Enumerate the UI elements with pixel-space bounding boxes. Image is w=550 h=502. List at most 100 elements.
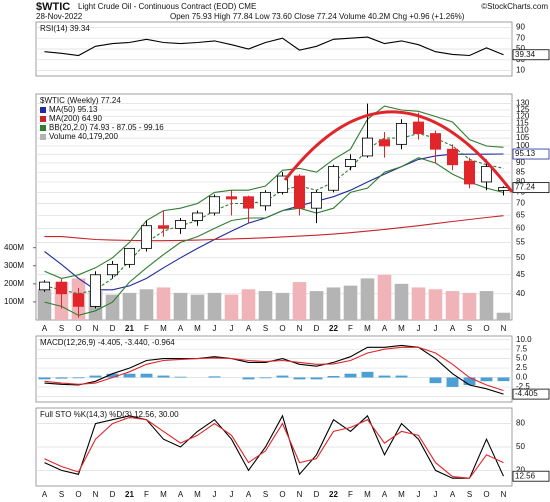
candle-body bbox=[344, 159, 356, 167]
histogram-bar bbox=[123, 373, 136, 378]
candle-body bbox=[39, 281, 51, 291]
x-tick-label: S bbox=[59, 490, 64, 499]
x-tick-label: A bbox=[178, 324, 184, 333]
legend-swatch bbox=[40, 116, 46, 122]
volume-bar bbox=[360, 278, 375, 320]
x-tick-label: J bbox=[417, 490, 421, 499]
volume-bar bbox=[156, 287, 171, 320]
y-tick-label: 50 bbox=[516, 442, 525, 451]
x-tick-label: M bbox=[194, 490, 201, 499]
volume-bar bbox=[105, 294, 120, 320]
last-value-box bbox=[512, 148, 550, 160]
volume-bar bbox=[309, 291, 324, 320]
last-value-box bbox=[512, 470, 550, 482]
y-tick-label: 90 bbox=[516, 158, 525, 167]
volume-bar bbox=[394, 283, 409, 320]
histogram-bar bbox=[89, 375, 102, 378]
y-tick-label: 115 bbox=[516, 119, 529, 128]
x-tick-label: N bbox=[297, 490, 303, 499]
histogram-bar bbox=[395, 375, 408, 378]
volume-bar bbox=[139, 289, 154, 320]
y-tick-label: 120 bbox=[516, 112, 530, 121]
y-tick-label: 50 bbox=[516, 44, 525, 53]
candle-body bbox=[412, 121, 424, 134]
x-tick-label: D bbox=[314, 490, 320, 499]
x-tick-label: A bbox=[382, 324, 388, 333]
x-tick-label: M bbox=[398, 324, 405, 333]
y-tick-label: 70 bbox=[516, 33, 525, 42]
y-tick-label: 130 bbox=[516, 99, 530, 108]
y-tick-label: 2.5 bbox=[516, 363, 528, 372]
histogram-bar bbox=[497, 377, 510, 382]
volume-bar bbox=[122, 292, 137, 320]
y-tick-label: 125 bbox=[516, 105, 530, 114]
y2-tick-label: 100M bbox=[4, 297, 24, 306]
y-tick-label: 65 bbox=[516, 211, 525, 220]
overlay-line bbox=[44, 105, 504, 279]
histogram-bar bbox=[106, 373, 119, 378]
y-tick-label: 0.0 bbox=[516, 373, 528, 382]
volume-bar bbox=[37, 289, 52, 320]
candle-body bbox=[157, 225, 169, 229]
y-tick-label: 80 bbox=[516, 177, 525, 186]
y-tick-label: 110 bbox=[516, 126, 529, 135]
volume-bar bbox=[207, 292, 222, 320]
x-tick-label: S bbox=[263, 324, 268, 333]
volume-bar bbox=[411, 287, 426, 320]
legend-swatch bbox=[40, 107, 46, 113]
volume-bar bbox=[496, 312, 511, 320]
x-tick-label: D bbox=[314, 324, 320, 333]
histogram-bar bbox=[38, 377, 51, 380]
volume-bar bbox=[462, 292, 477, 320]
x-tick-label: O bbox=[279, 324, 285, 333]
histogram-bar bbox=[310, 377, 323, 380]
x-tick-label: 21 bbox=[125, 324, 134, 333]
volume-bar bbox=[479, 291, 494, 320]
histogram-bar bbox=[361, 371, 374, 378]
x-tick-label: A bbox=[42, 490, 48, 499]
x-tick-label: M bbox=[160, 490, 167, 499]
candle-body bbox=[327, 166, 339, 191]
candle-body bbox=[429, 133, 441, 150]
legend-entry: MA(200) 64.90 bbox=[49, 114, 102, 123]
volume-bar bbox=[343, 285, 358, 320]
candle-body bbox=[107, 263, 119, 276]
x-tick-label: M bbox=[398, 490, 405, 499]
y-tick-label: 100 bbox=[516, 141, 530, 150]
indicator-line bbox=[44, 416, 504, 479]
y-tick-label: 80 bbox=[516, 419, 525, 428]
volume-bar bbox=[377, 274, 392, 320]
legend-entry: Volume 40,179,200 bbox=[49, 132, 118, 141]
panel-frame bbox=[35, 93, 513, 321]
y-tick-label: 10.0 bbox=[516, 335, 532, 344]
x-tick-label: A bbox=[178, 490, 184, 499]
indicator-line bbox=[44, 36, 504, 57]
candle-body bbox=[395, 123, 407, 145]
overlay-line bbox=[44, 215, 504, 242]
x-tick-label: J bbox=[230, 324, 234, 333]
x-tick-label: D bbox=[110, 324, 116, 333]
candle-body bbox=[90, 274, 102, 307]
x-tick-label: J bbox=[417, 324, 421, 333]
histogram-bar bbox=[276, 375, 289, 378]
candle-body bbox=[73, 293, 85, 307]
histogram-bar bbox=[208, 376, 221, 378]
instrument-name: Light Crude Oil - Continuous Contract (E… bbox=[78, 2, 256, 11]
last-value-box bbox=[512, 182, 550, 194]
histogram-bar bbox=[157, 375, 170, 378]
x-tick-label: F bbox=[144, 324, 149, 333]
volume-bar bbox=[190, 294, 205, 320]
y-tick-label: 85 bbox=[516, 167, 525, 176]
histogram-bar bbox=[72, 377, 85, 379]
last-value-label: -4.405 bbox=[515, 389, 538, 398]
quote: Open 75.93 High 77.84 Low 73.60 Close 77… bbox=[170, 12, 465, 21]
x-tick-label: A bbox=[246, 324, 252, 333]
y-tick-label: 55 bbox=[516, 238, 525, 247]
x-tick-label: 22 bbox=[329, 490, 338, 499]
y-tick-label: 70 bbox=[516, 199, 525, 208]
candle-body bbox=[310, 191, 322, 209]
legend-swatch bbox=[40, 125, 46, 131]
last-value-box bbox=[512, 388, 550, 400]
y-tick-label: 40 bbox=[516, 289, 525, 298]
